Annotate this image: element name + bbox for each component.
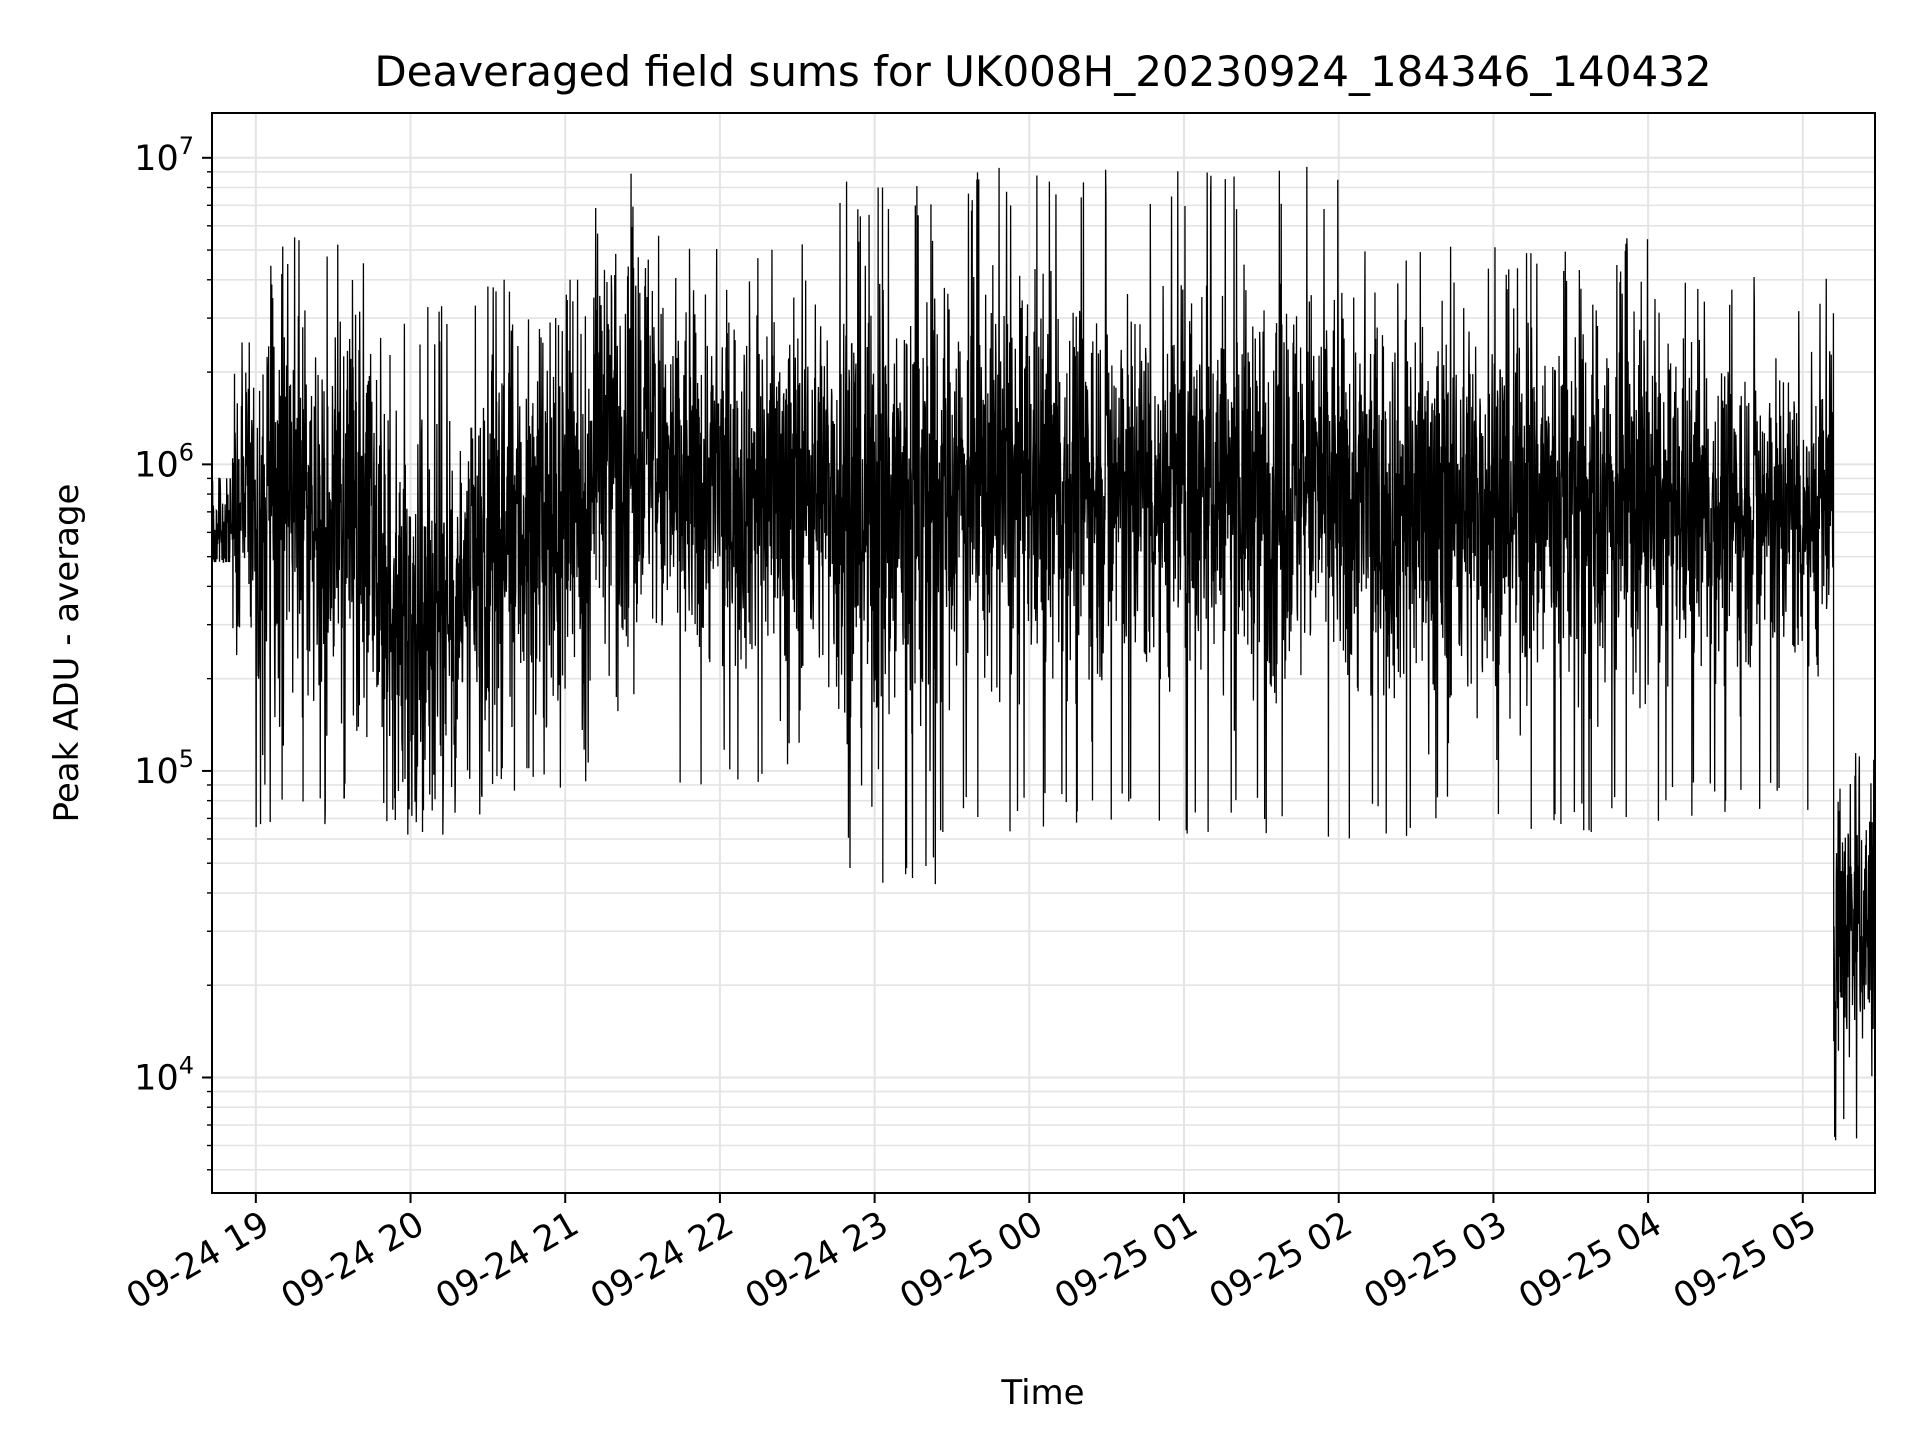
x-tick-label: 09-24 22 bbox=[584, 1204, 740, 1317]
y-tick-label: 104 bbox=[134, 1052, 194, 1099]
plot-frame bbox=[211, 112, 1876, 1194]
x-axis-label: Time bbox=[1000, 1373, 1084, 1413]
x-tick-label: 09-25 02 bbox=[1203, 1204, 1359, 1317]
y-tick-exponent: 6 bbox=[179, 438, 194, 466]
y-tick-base: 10 bbox=[134, 445, 179, 485]
x-tick-label: 09-25 01 bbox=[1048, 1204, 1204, 1317]
y-tick-exponent: 7 bbox=[179, 132, 194, 160]
y-axis-label: Peak ADU - average bbox=[47, 484, 87, 823]
y-tick-base: 10 bbox=[134, 139, 179, 179]
y-tick-label: 105 bbox=[134, 745, 194, 792]
x-tick-label: 09-24 20 bbox=[275, 1204, 431, 1317]
series-line bbox=[211, 166, 1876, 1141]
x-tick-label: 09-24 23 bbox=[739, 1204, 895, 1317]
x-tick-label: 09-25 05 bbox=[1667, 1204, 1823, 1317]
y-tick-base: 10 bbox=[134, 1059, 179, 1099]
x-tick-label: 09-24 19 bbox=[120, 1204, 276, 1317]
chart-title: Deaveraged field sums for UK008H_2023092… bbox=[374, 47, 1711, 96]
x-tick-label: 09-24 21 bbox=[429, 1204, 585, 1317]
y-tick-base: 10 bbox=[134, 752, 179, 792]
x-tick-label: 09-25 04 bbox=[1512, 1204, 1668, 1317]
y-tick-exponent: 5 bbox=[179, 745, 194, 773]
y-tick-label: 107 bbox=[134, 132, 194, 179]
y-tick-exponent: 4 bbox=[179, 1052, 194, 1080]
x-tick-label: 09-25 03 bbox=[1358, 1204, 1514, 1317]
x-tick-label: 09-25 00 bbox=[894, 1204, 1050, 1317]
y-tick-label: 106 bbox=[134, 438, 194, 485]
